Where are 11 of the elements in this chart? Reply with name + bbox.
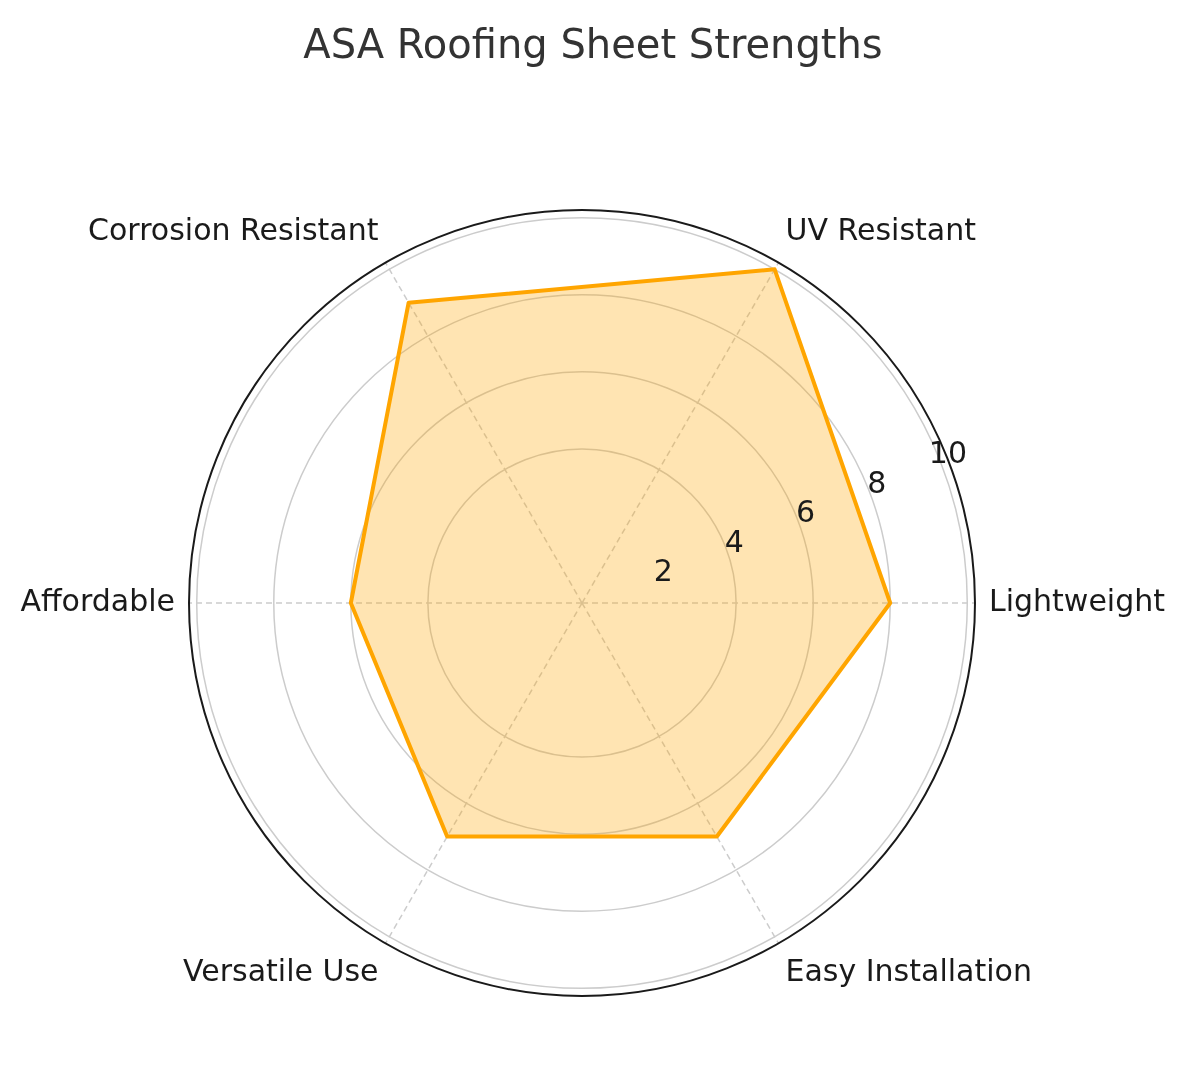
spoke-label: Affordable (20, 582, 176, 618)
spoke-label: Versatile Use (183, 953, 379, 989)
spoke-label: Lightweight (988, 582, 1166, 618)
chart-title: ASA Roofing Sheet Strengths (303, 21, 883, 68)
y-tick-label: 8 (867, 464, 887, 500)
spoke-label: Corrosion Resistant (88, 212, 379, 248)
spoke-label: Easy Installation (785, 953, 1032, 989)
y-tick-label: 2 (653, 553, 673, 589)
y-tick-label: 6 (796, 494, 816, 530)
y-tick-label: 4 (724, 523, 744, 559)
spoke-label: UV Resistant (785, 212, 977, 248)
